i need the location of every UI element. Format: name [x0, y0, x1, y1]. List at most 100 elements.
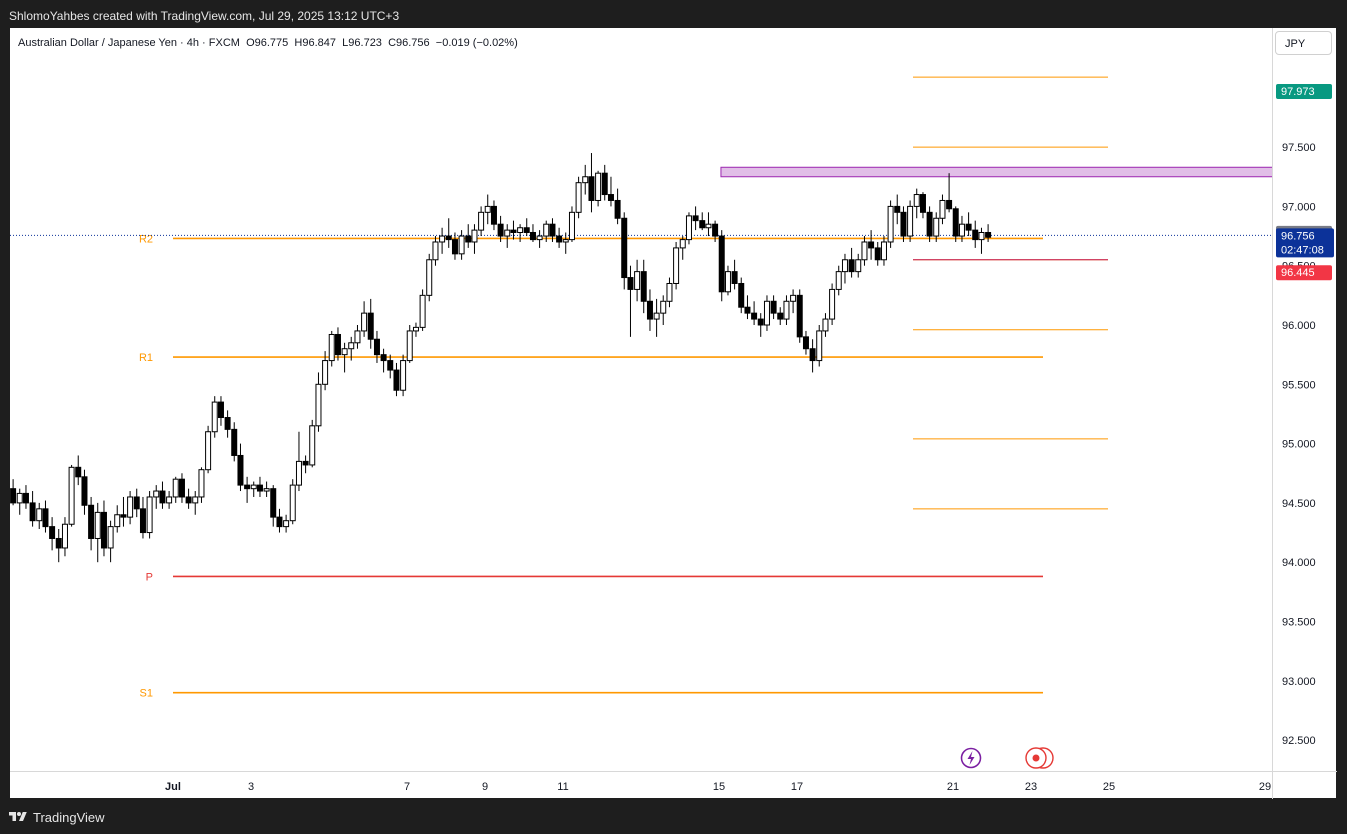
- candle[interactable]: [55, 528, 62, 563]
- candle[interactable]: [763, 295, 770, 331]
- candle[interactable]: [217, 396, 224, 426]
- candle[interactable]: [653, 298, 660, 337]
- candle[interactable]: [211, 396, 218, 438]
- candle[interactable]: [328, 330, 335, 367]
- candle[interactable]: [322, 351, 329, 391]
- candle[interactable]: [621, 212, 628, 290]
- candle[interactable]: [185, 488, 192, 509]
- candle[interactable]: [861, 236, 868, 266]
- candle[interactable]: [568, 206, 575, 242]
- candle[interactable]: [380, 348, 387, 373]
- candle[interactable]: [100, 500, 107, 557]
- candle[interactable]: [36, 502, 43, 529]
- candle[interactable]: [315, 372, 322, 432]
- candle[interactable]: [127, 491, 134, 525]
- candle[interactable]: [802, 330, 809, 355]
- candle[interactable]: [302, 455, 309, 474]
- candle[interactable]: [16, 488, 23, 515]
- candle[interactable]: [471, 224, 478, 254]
- candle[interactable]: [646, 289, 653, 331]
- candle[interactable]: [270, 485, 277, 527]
- candle[interactable]: [153, 485, 160, 509]
- candle[interactable]: [231, 422, 238, 462]
- candle[interactable]: [81, 469, 88, 515]
- candle[interactable]: [972, 220, 979, 248]
- candle[interactable]: [172, 476, 179, 503]
- candle[interactable]: [952, 206, 959, 242]
- chart-plot-area[interactable]: R2 R1 P S1 Australian Dollar / Japanese Yen…: [10, 28, 1272, 771]
- candle[interactable]: [523, 218, 530, 237]
- candle[interactable]: [822, 313, 829, 337]
- candle[interactable]: [731, 259, 738, 290]
- candle[interactable]: [790, 289, 797, 314]
- currency-button[interactable]: JPY: [1275, 31, 1332, 55]
- price-scale[interactable]: 97.500 97.000 96.000 95.500 95.000 94.500 94.0…: [1272, 28, 1337, 771]
- candle[interactable]: [406, 325, 413, 363]
- candle[interactable]: [685, 212, 692, 245]
- candle[interactable]: [549, 218, 556, 242]
- candle[interactable]: [796, 289, 803, 343]
- candle[interactable]: [880, 236, 887, 266]
- candle[interactable]: [309, 419, 316, 468]
- candle[interactable]: [634, 259, 641, 302]
- candle[interactable]: [244, 476, 251, 503]
- candle[interactable]: [809, 339, 816, 373]
- candle[interactable]: [588, 153, 595, 213]
- candle[interactable]: [250, 481, 257, 497]
- candle[interactable]: [705, 212, 712, 237]
- candle[interactable]: [770, 295, 777, 320]
- candle[interactable]: [276, 508, 283, 533]
- candle[interactable]: [75, 455, 82, 486]
- candle[interactable]: [295, 431, 302, 492]
- candle[interactable]: [965, 212, 972, 237]
- candle[interactable]: [556, 227, 563, 248]
- candle[interactable]: [465, 224, 472, 248]
- candle[interactable]: [607, 176, 614, 207]
- candle[interactable]: [848, 247, 855, 278]
- candle[interactable]: [146, 491, 153, 539]
- candle[interactable]: [978, 227, 985, 254]
- candle[interactable]: [263, 481, 270, 497]
- candle[interactable]: [777, 307, 784, 325]
- candle[interactable]: [432, 236, 439, 266]
- candle[interactable]: [367, 298, 374, 349]
- candle[interactable]: [757, 313, 764, 337]
- candle[interactable]: [913, 188, 920, 219]
- candle[interactable]: [439, 227, 446, 254]
- candle[interactable]: [939, 194, 946, 225]
- candle[interactable]: [283, 514, 290, 533]
- candle[interactable]: [49, 517, 56, 551]
- candle[interactable]: [373, 330, 380, 363]
- candle[interactable]: [718, 230, 725, 302]
- candle[interactable]: [887, 200, 894, 248]
- candle[interactable]: [133, 488, 140, 518]
- candle[interactable]: [595, 170, 602, 207]
- candle[interactable]: [361, 301, 368, 337]
- candle[interactable]: [458, 230, 465, 260]
- time-scale-svg[interactable]: 26Jul37911151721232529Aug57: [10, 772, 1272, 799]
- candle[interactable]: [601, 164, 608, 201]
- candle[interactable]: [94, 502, 101, 563]
- candle[interactable]: [256, 476, 263, 497]
- candle[interactable]: [529, 224, 536, 242]
- candle[interactable]: [400, 354, 407, 397]
- candle[interactable]: [205, 425, 212, 474]
- candle[interactable]: [478, 206, 485, 237]
- candle[interactable]: [68, 464, 75, 527]
- candle[interactable]: [10, 479, 17, 506]
- candle[interactable]: [783, 295, 790, 325]
- candle[interactable]: [919, 192, 926, 219]
- candle[interactable]: [107, 520, 114, 563]
- candle[interactable]: [445, 218, 452, 248]
- candle[interactable]: [829, 283, 836, 325]
- candle[interactable]: [192, 491, 199, 515]
- candle[interactable]: [224, 410, 231, 438]
- event-icons[interactable]: [960, 747, 1054, 769]
- candle[interactable]: [139, 496, 146, 539]
- candle[interactable]: [120, 496, 127, 527]
- candle[interactable]: [536, 230, 543, 248]
- candle[interactable]: [874, 241, 881, 266]
- candle[interactable]: [724, 265, 731, 296]
- candle[interactable]: [387, 354, 394, 379]
- candle[interactable]: [582, 164, 589, 195]
